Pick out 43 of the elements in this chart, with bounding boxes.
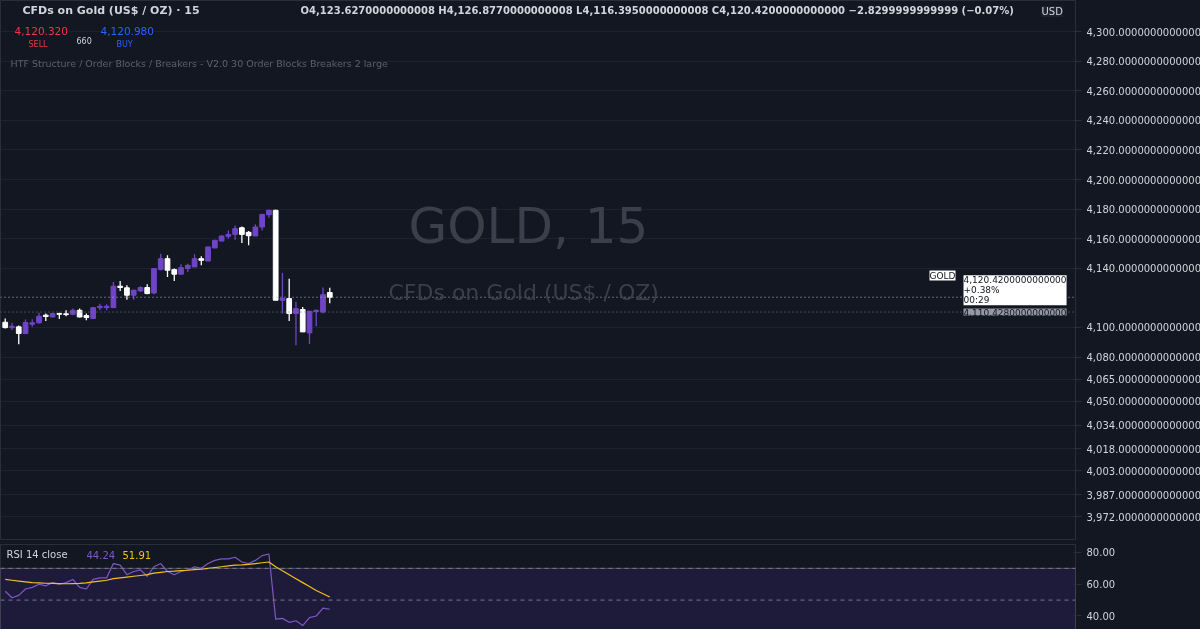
y-tick-label: 4,018.0000000000000 (1086, 443, 1200, 455)
y-tick-label: 4,200.0000000000000 (1086, 174, 1200, 186)
y-tick-label: 4,050.0000000000000 (1086, 396, 1200, 408)
annotation: USD (1041, 6, 1064, 17)
ref-line-label: 4,110.4280000000000 (963, 307, 1067, 318)
annotation: SELL (28, 40, 49, 49)
y-tick-label: 4,240.0000000000000 (1086, 115, 1200, 127)
annotation: 4,120.980 (100, 24, 154, 37)
y-tick-label: 80.00 (1086, 547, 1116, 559)
annotation: BUY (116, 40, 133, 49)
candlestick (306, 310, 313, 345)
y-tick-label: 4,220.0000000000000 (1086, 144, 1200, 156)
candlestick (279, 272, 286, 315)
candlestick (299, 306, 306, 333)
chart-title: RSI 14 close (6, 549, 68, 560)
text: 44.24 (86, 549, 116, 561)
annotation: GOLD (929, 270, 956, 281)
annotation: O4,123.6270000000008 H4,126.8770000000008 L4,116.3950000000008 C4,120.4200000000000 −2.8299999999999 (−0.07%) (300, 5, 1014, 16)
y-tick-label: 4,003.0000000000000 (1086, 465, 1200, 477)
annotation: HTF Structure / Order Blocks / Breakers - V2.0 30 Order Blocks Breakers 2 large (10, 58, 388, 69)
y-tick-label: 4,080.0000000000000 (1086, 352, 1200, 364)
y-tick-label: 40.00 (1086, 611, 1116, 622)
y-tick-label: 4,300.0000000000000 (1086, 26, 1200, 38)
annotation: 660 (76, 37, 92, 46)
y-tick-label: 4,260.0000000000000 (1086, 85, 1200, 97)
y-tick-label: 4,280.0000000000000 (1086, 56, 1200, 68)
y-tick-label: 4,160.0000000000000 (1086, 233, 1200, 245)
candlestick (293, 301, 299, 346)
y-tick-label: 3,987.0000000000000 (1086, 489, 1200, 501)
line-series (4, 561, 331, 598)
candlestick (9, 322, 15, 331)
annotation: 4,120.320 (14, 24, 68, 37)
candlestick (286, 277, 293, 322)
y-tick-label: 4,140.0000000000000 (1086, 263, 1200, 275)
y-tick-label: 4,100.0000000000000 (1086, 322, 1200, 334)
ref-line-label: 4,120.4200000000000 +0.38% 00:29 (963, 275, 1067, 306)
y-tick-label: 60.00 (1086, 579, 1116, 591)
text: 51.91 (122, 549, 152, 561)
y-tick-label: 3,972.0000000000000 (1086, 511, 1200, 523)
chart-title: CFDs on Gold (US$ / OZ) · 15 (22, 4, 200, 17)
y-tick-label: 4,065.0000000000000 (1086, 374, 1200, 386)
y-tick-label: 4,180.0000000000000 (1086, 204, 1200, 216)
y-tick-label: 4,034.0000000000000 (1086, 420, 1200, 432)
